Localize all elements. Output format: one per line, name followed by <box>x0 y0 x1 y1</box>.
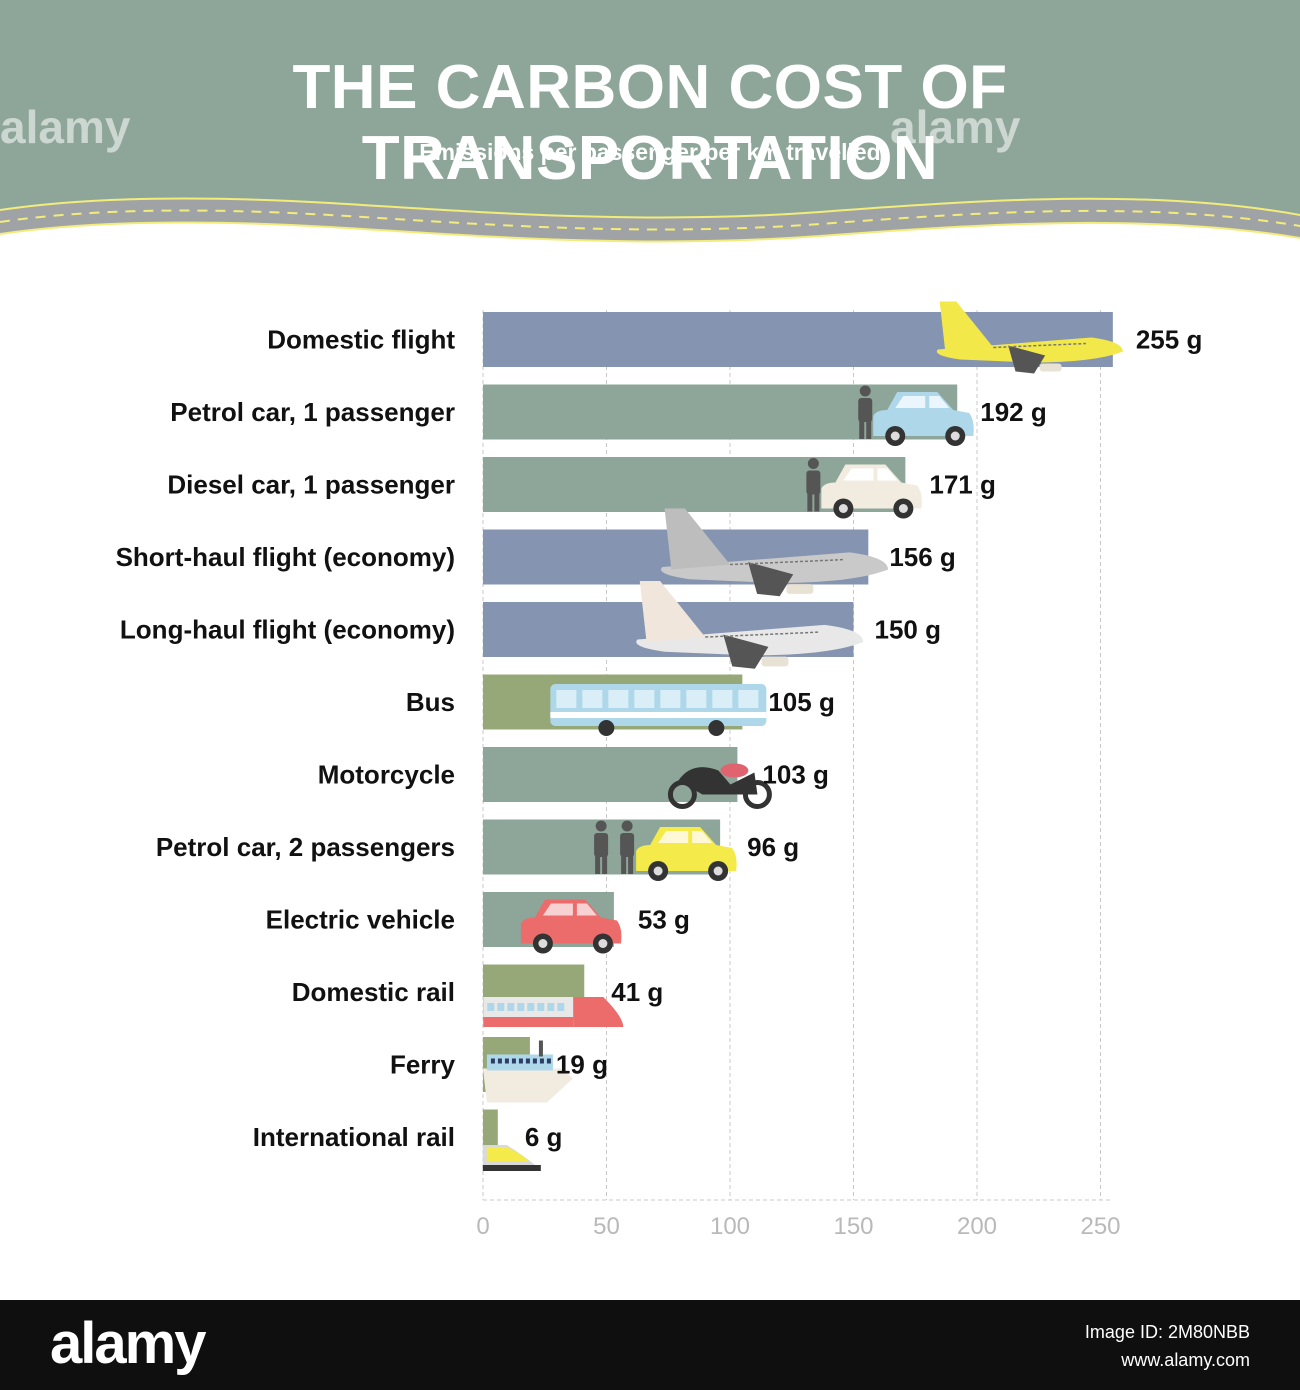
person-car-icon <box>858 385 974 446</box>
watermark-right: alamy <box>890 101 1021 153</box>
x-tick-label: 200 <box>957 1213 997 1240</box>
x-tick-label: 50 <box>593 1213 620 1240</box>
value-label: 171 g <box>929 470 996 500</box>
ferry-icon <box>482 1040 573 1103</box>
value-label: 192 g <box>980 397 1047 427</box>
category-label: Bus <box>406 687 455 717</box>
value-label: 103 g <box>762 760 829 790</box>
two-persons-car-icon <box>594 820 737 881</box>
motorcycle-icon <box>667 763 772 809</box>
bar-chart: 0 50 100 150 200 250 Domestic flight 255 g Petro… <box>0 260 1300 1300</box>
electric-car-icon <box>520 899 622 954</box>
train-icon <box>483 997 624 1027</box>
category-label: Domestic flight <box>267 325 455 355</box>
airplane-icon <box>936 301 1123 374</box>
bus-icon <box>550 684 767 736</box>
road-graphic <box>0 198 1300 242</box>
x-tick-label: 250 <box>1080 1213 1120 1240</box>
road-banner-graphic <box>0 0 1300 243</box>
value-label: 156 g <box>889 542 956 572</box>
chart-subtitle: Emissions per passenger per km travelled <box>419 139 881 165</box>
road-center-line <box>0 209 1300 231</box>
value-label: 53 g <box>638 905 690 935</box>
watermark-left: alamy <box>0 101 131 153</box>
value-label: 6 g <box>525 1122 563 1152</box>
value-label: 150 g <box>875 615 942 645</box>
value-label: 96 g <box>747 832 799 862</box>
footer-url: www.alamy.com <box>1121 1350 1250 1370</box>
high-speed-train-icon <box>482 1145 541 1171</box>
category-label: Domestic rail <box>292 977 455 1007</box>
x-tick-label: 0 <box>476 1213 489 1240</box>
category-label: International rail <box>253 1122 455 1152</box>
category-label: Petrol car, 2 passengers <box>156 832 455 862</box>
airplane-icon <box>636 580 864 669</box>
category-label: Motorcycle <box>318 760 455 790</box>
category-label: Long-haul flight (economy) <box>120 615 455 645</box>
value-label: 255 g <box>1136 325 1203 355</box>
x-tick-label: 150 <box>833 1213 873 1240</box>
road-edge-top <box>0 197 1300 219</box>
category-label: Electric vehicle <box>266 905 455 935</box>
category-label: Short-haul flight (economy) <box>116 542 455 572</box>
category-label: Ferry <box>390 1050 456 1080</box>
footer-image-id: Image ID: 2M80NBB <box>1084 1322 1250 1342</box>
header-banner: alamy alamy THE CARBON COST OF TRANSPORT… <box>0 0 1300 260</box>
banner-background <box>0 0 1300 218</box>
person-car-icon <box>806 458 922 519</box>
category-label: Petrol car, 1 passenger <box>170 397 455 427</box>
value-label: 105 g <box>768 687 835 717</box>
value-label: 41 g <box>611 977 663 1007</box>
road-edge-bottom <box>0 221 1300 243</box>
chart-title: THE CARBON COST OF TRANSPORTATION <box>292 53 1008 193</box>
category-label: Diesel car, 1 passenger <box>167 470 455 500</box>
bar-chart-svg: 0 50 100 150 200 250 Domestic flight 255 g Petro… <box>116 301 1203 1240</box>
value-label: 19 g <box>556 1050 608 1080</box>
footer-bar: alamy Image ID: 2M80NBB www.alamy.com <box>0 1300 1300 1390</box>
x-tick-label: 100 <box>710 1213 750 1240</box>
airplane-icon <box>661 508 889 597</box>
footer-logo: alamy <box>50 1311 206 1376</box>
